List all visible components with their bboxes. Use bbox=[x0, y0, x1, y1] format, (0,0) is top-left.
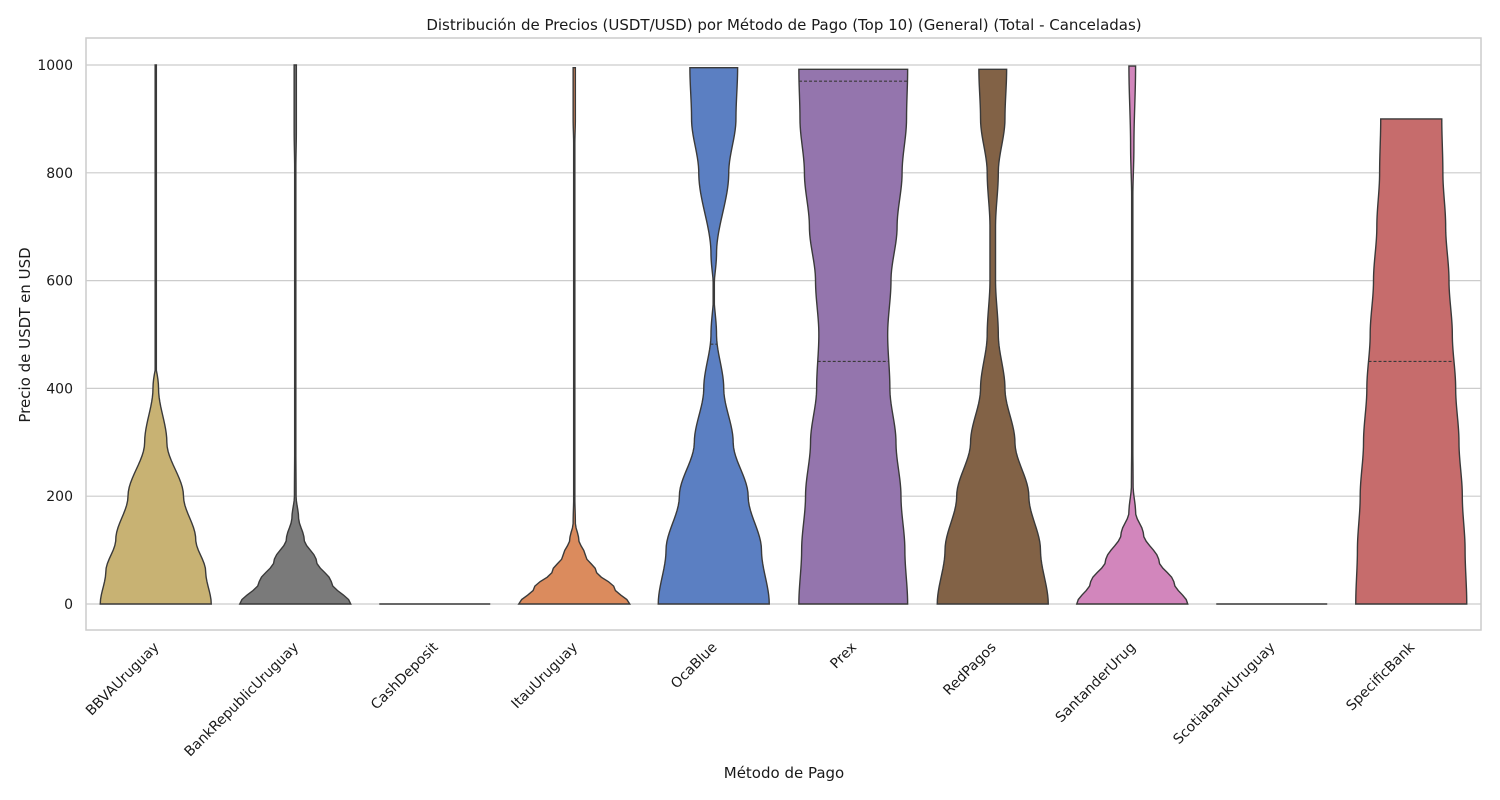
x-tick-label-specificbank: SpecificBank bbox=[1343, 639, 1418, 714]
violin-bankrepublicuruguay bbox=[238, 64, 352, 605]
y-tick-label: 800 bbox=[46, 166, 73, 182]
violins bbox=[99, 64, 1468, 605]
violin-redpagos bbox=[936, 68, 1049, 605]
x-tick-label-scotiabankuruguay: ScotiabankUruguay bbox=[1170, 640, 1278, 748]
x-tick-label-redpagos: RedPagos bbox=[940, 640, 999, 699]
x-tick-label-ocablue: OcaBlue bbox=[668, 640, 721, 693]
x-tick-label-santanderurug: SantanderUrug bbox=[1053, 640, 1139, 726]
violin-bbvauruguay bbox=[99, 64, 212, 605]
y-tick-label: 400 bbox=[46, 381, 73, 397]
y-axis-label: Precio de USDT en USD bbox=[16, 247, 34, 422]
x-tick-label-prex: Prex bbox=[827, 640, 860, 673]
x-tick-label-itauuruguay: ItauUruguay bbox=[509, 640, 582, 713]
plot-frame bbox=[85, 37, 1482, 631]
y-tick-label: 1000 bbox=[37, 58, 73, 74]
violin-itauuruguay bbox=[517, 66, 632, 605]
x-tick-label-bankrepublicuruguay: BankRepublicUruguay bbox=[182, 640, 303, 761]
y-tick-label: 600 bbox=[46, 274, 73, 290]
chart-title: Distribución de Precios (USDT/USD) por M… bbox=[426, 16, 1141, 34]
y-tick-label: 200 bbox=[46, 489, 73, 505]
x-tick-labels: BBVAUruguay BankRepublicUruguay CashDeposi… bbox=[83, 639, 1419, 760]
x-tick-label-bbvauruguay: BBVAUruguay bbox=[83, 640, 163, 720]
x-axis-label: Método de Pago bbox=[724, 764, 844, 782]
violin-santanderurug bbox=[1075, 65, 1189, 605]
violin-prex bbox=[798, 68, 909, 605]
violin-ocablue bbox=[657, 66, 770, 605]
x-tick-label-cashdeposit: CashDeposit bbox=[368, 639, 442, 713]
y-tick-labels: 0 200 400 600 800 1000 bbox=[37, 58, 73, 613]
y-tick-label: 0 bbox=[64, 597, 73, 613]
